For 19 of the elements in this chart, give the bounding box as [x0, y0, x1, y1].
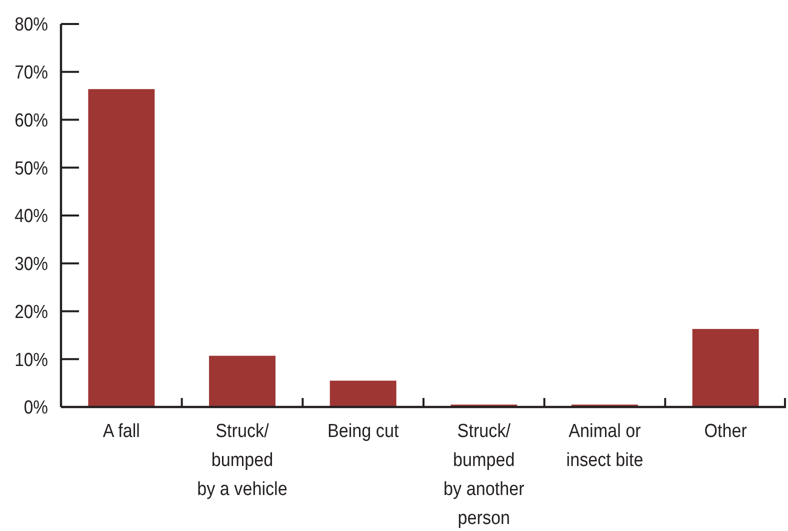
y-tick-label: 10% — [14, 348, 48, 370]
y-tick-label: 50% — [14, 157, 48, 179]
x-tick-label: A fall — [102, 420, 140, 442]
x-tick-label: Being cut — [327, 420, 399, 442]
y-tick-label: 80% — [14, 14, 48, 35]
y-tick-label: 0% — [24, 396, 48, 418]
y-tick-label: 30% — [14, 253, 48, 274]
bar — [209, 356, 276, 407]
x-tick-label: Animal or insect bite — [566, 420, 644, 470]
x-tick-label: Struck/ bumped by a vehicle — [197, 420, 288, 500]
y-tick-label: 20% — [14, 300, 48, 322]
y-tick-label: 70% — [14, 62, 48, 83]
bar — [88, 89, 155, 407]
y-tick-label: 60% — [14, 109, 48, 131]
x-tick-label: Other — [704, 420, 747, 442]
x-tick-label: Struck/ bumped by another person — [444, 420, 524, 528]
bar — [692, 328, 759, 407]
bar — [330, 380, 396, 407]
y-tick-label: 40% — [14, 205, 48, 226]
